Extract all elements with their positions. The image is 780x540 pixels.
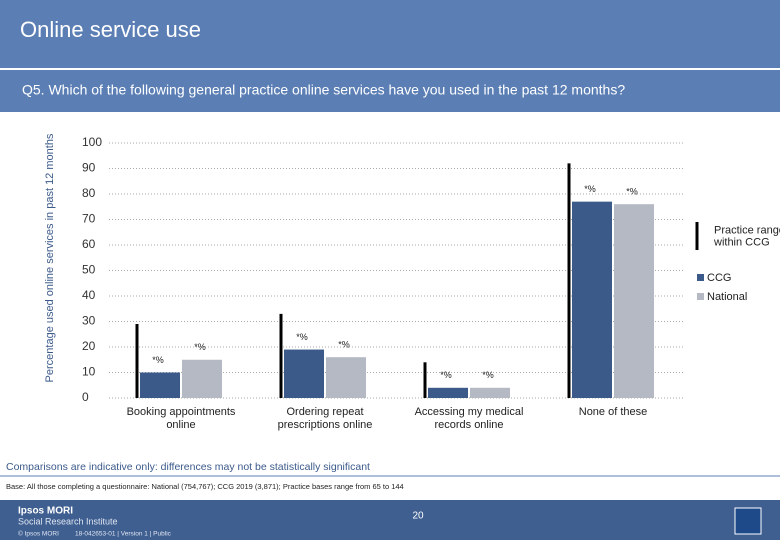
data-label: *% <box>440 370 452 380</box>
legend-label: CCG <box>707 272 731 284</box>
legend-swatch <box>697 274 704 281</box>
y-tick-label: 0 <box>82 390 89 404</box>
y-tick-label: 40 <box>82 288 96 302</box>
x-tick-label: Ordering repeat prescriptions online <box>278 406 373 431</box>
x-tick-label: None of these <box>579 406 648 418</box>
page-number: 20 <box>412 511 424 522</box>
job-number: 18-042653-01 | Version 1 | Public <box>75 531 172 538</box>
data-label: *% <box>152 355 164 365</box>
legend-swatch <box>697 293 704 300</box>
y-tick-label: 60 <box>82 237 96 251</box>
bar <box>182 359 222 398</box>
data-label: *% <box>626 187 638 197</box>
data-label: *% <box>482 370 494 380</box>
base-note: Base: All those completing a questionnai… <box>6 482 404 491</box>
logo <box>734 507 762 535</box>
data-label: *% <box>296 332 308 342</box>
legend-label: National <box>707 291 747 303</box>
slide-title: Online service use <box>20 17 201 42</box>
footer-band <box>0 500 780 540</box>
bar <box>572 201 612 398</box>
y-tick-label: 70 <box>82 212 96 226</box>
bar <box>140 372 180 398</box>
brand-sub: Social Research Institute <box>18 516 118 526</box>
data-label: *% <box>194 342 206 352</box>
y-tick-label: 10 <box>82 365 96 379</box>
y-tick-label: 80 <box>82 186 96 200</box>
bar <box>470 387 510 398</box>
bar <box>428 387 468 398</box>
bar <box>326 357 366 398</box>
bar <box>284 349 324 398</box>
y-tick-label: 20 <box>82 339 96 353</box>
question-band <box>0 70 780 112</box>
data-label: *% <box>584 184 596 194</box>
copyright: © Ipsos MORI <box>18 530 59 538</box>
legend-label: Practice range within CCG <box>713 224 780 248</box>
x-tick-label: Booking appointments online <box>127 406 236 431</box>
y-tick-label: 50 <box>82 263 96 277</box>
bar <box>614 204 654 398</box>
note: Comparisons are indicative only: differe… <box>6 461 370 473</box>
y-tick-label: 100 <box>82 135 102 149</box>
title-band <box>0 0 780 68</box>
x-tick-label: Accessing my medical records online <box>415 406 524 431</box>
y-tick-label: 90 <box>82 161 96 175</box>
question: Q5. Which of the following general pract… <box>22 82 625 98</box>
data-label: *% <box>338 340 350 350</box>
y-tick-label: 30 <box>82 314 96 328</box>
brand: Ipsos MORI <box>18 506 73 517</box>
y-axis-label: Percentage used online services in past … <box>44 133 56 382</box>
